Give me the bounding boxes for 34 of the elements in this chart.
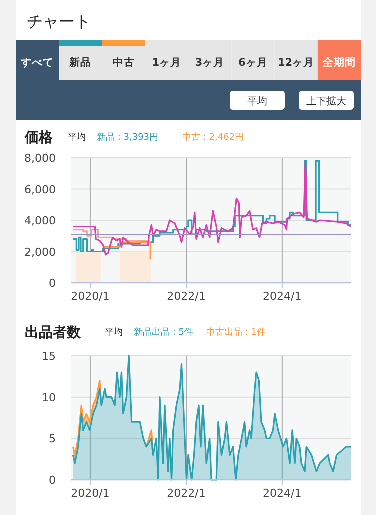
y-tick-label: 2,000 <box>24 246 56 259</box>
legend-title: 平均 <box>68 132 86 143</box>
text: 中古 : 2,462円 <box>182 132 244 143</box>
y-tick-label: 10 <box>42 391 56 404</box>
text: 12ヶ月 <box>278 57 315 69</box>
text: 全期間 <box>322 56 356 69</box>
y-tick-label: 0 <box>49 277 56 290</box>
y-tick-label: 5 <box>49 432 56 446</box>
text: 1ヶ月 <box>152 57 182 69</box>
text: 中古出品 : 1件 <box>206 327 266 338</box>
x-tick-label: 2020/1 <box>71 487 110 500</box>
y-tick-label: 0 <box>49 474 56 487</box>
x-tick-label: 2024/1 <box>263 290 302 303</box>
text: すべて <box>20 57 54 69</box>
y-tick-label: 15 <box>42 350 56 363</box>
text: 新品 : 3,393円 <box>97 132 159 143</box>
text: 上下拡大 <box>306 96 346 108</box>
x-tick-label: 2020/1 <box>71 290 110 303</box>
text: 3ヶ月 <box>195 57 225 69</box>
y-tick-label: 8,000 <box>24 152 56 165</box>
text: 6ヶ月 <box>238 57 268 69</box>
text: チャート <box>27 12 91 31</box>
y-tick-label: 4,000 <box>24 214 56 228</box>
legend-title: 平均 <box>105 327 123 338</box>
text: 中古 <box>112 56 135 69</box>
text: 新品 <box>68 56 92 69</box>
chart-title: 価格 <box>24 130 54 146</box>
text: 平均 <box>248 96 268 108</box>
x-tick-label: 2024/1 <box>263 487 302 500</box>
x-tick-label: 2022/1 <box>167 290 206 303</box>
y-tick-label: 6,000 <box>24 183 56 196</box>
x-tick-label: 2022/1 <box>167 487 206 500</box>
chart-title: 出品者数 <box>25 325 82 341</box>
text: 新品出品 : 5件 <box>134 327 194 338</box>
